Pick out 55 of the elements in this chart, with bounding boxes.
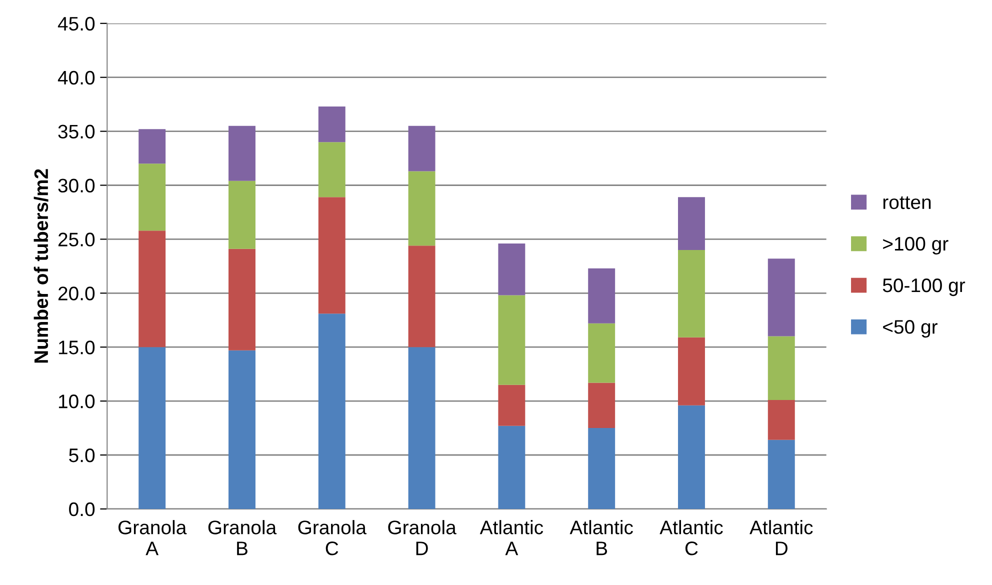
y-tick-label: 35.0 (58, 124, 95, 139)
bar (498, 426, 526, 509)
bar (138, 347, 166, 509)
y-tick-label: 40.0 (58, 70, 95, 85)
y-tick-label: 25.0 (58, 232, 95, 246)
bar (588, 382, 616, 428)
bar (318, 197, 346, 314)
bar (318, 314, 346, 509)
bar (228, 248, 256, 350)
bar (408, 171, 436, 246)
y-tick-label: 45.0 (58, 16, 95, 31)
bar (138, 129, 166, 164)
bar (318, 106, 346, 142)
bar (678, 405, 705, 509)
bar (228, 126, 256, 181)
bar (228, 180, 256, 249)
legend-label: 50-100 gr (882, 278, 966, 296)
y-axis-title: Number of tubers/m2 (34, 169, 48, 363)
x-tick-label: Granola D (388, 520, 456, 556)
x-tick-label: Granola B (208, 520, 277, 556)
y-tick-label: 10.0 (58, 394, 95, 408)
x-tick-label: Atlantic A (480, 520, 544, 556)
bar (498, 384, 526, 426)
bar (768, 258, 795, 336)
bar (678, 337, 705, 406)
bar (498, 295, 526, 385)
x-tick-label: Atlantic B (570, 520, 633, 556)
legend-label: <50 gr (883, 320, 938, 338)
bar (228, 350, 256, 509)
x-tick-label: Atlantic C (660, 520, 723, 556)
y-tick-label: 0.0 (69, 502, 95, 516)
x-tick-label: Atlantic D (750, 520, 813, 556)
legend-label: >100 gr (883, 236, 948, 255)
x-tick-label: Granola C (298, 520, 366, 556)
bar (138, 230, 166, 348)
legend-label: rotten (883, 196, 931, 210)
x-tick-label: Granola A (118, 520, 187, 556)
bar (588, 268, 616, 324)
bar (768, 400, 795, 440)
bar (408, 246, 436, 348)
bar (678, 250, 705, 338)
y-tick-label: 20.0 (58, 286, 95, 300)
bar (588, 428, 616, 509)
y-tick-label: 30.0 (58, 178, 95, 192)
bar (768, 336, 795, 400)
y-tick-label: 5.0 (69, 448, 95, 462)
bar (318, 142, 346, 198)
y-tick-label: 15.0 (58, 340, 95, 354)
bar (408, 126, 436, 172)
bar (678, 197, 705, 250)
bar (408, 347, 436, 509)
bar (498, 244, 526, 296)
bar (138, 164, 166, 231)
bar (768, 440, 795, 509)
bar (588, 323, 616, 383)
